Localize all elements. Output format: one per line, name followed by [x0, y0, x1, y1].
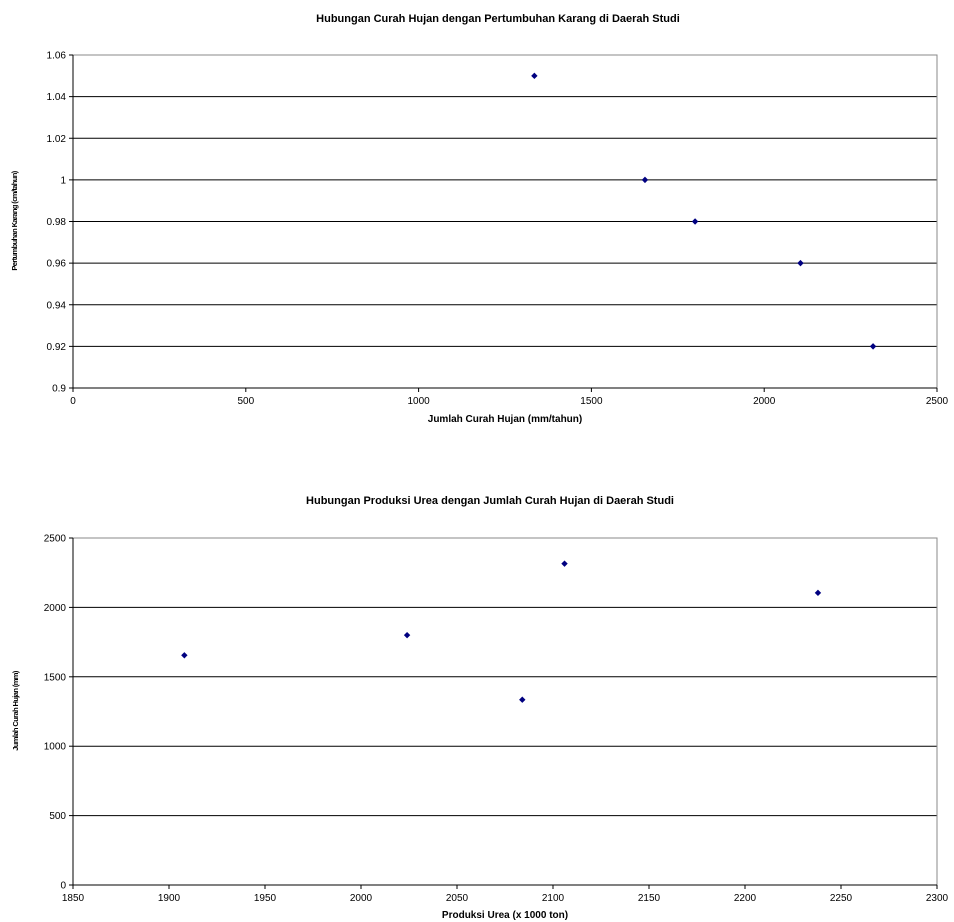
y-tick-label: 0.94 [47, 300, 67, 311]
x-tick-label: 2000 [753, 396, 776, 407]
data-point [869, 343, 877, 350]
x-tick-label: 2200 [734, 893, 757, 904]
x-tick-labels: 1850 1900 1950 2000 2050 2100 2150 2200 2250 2300 [62, 893, 949, 904]
data-point [814, 589, 822, 597]
chart-2-svg: Hubungan Produksi Urea dengan Jumlah Cur… [11, 495, 949, 921]
x-tick-label: 500 [237, 396, 254, 407]
x-tick-labels: 0 500 1000 1500 2000 2500 [70, 396, 948, 407]
y-tick-labels: 0.9 0.92 0.94 0.96 0.98 1 1.02 1.04 1.06 [47, 51, 67, 395]
x-tick-label: 2250 [830, 893, 853, 904]
x-tick-label: 2100 [542, 893, 565, 904]
x-tick-label: 2150 [638, 893, 661, 904]
chart-title: Hubungan Produksi Urea dengan Jumlah Cur… [306, 495, 674, 507]
y-tick-label: 500 [49, 811, 66, 822]
y-tick-label: 2500 [44, 534, 67, 545]
data-point [181, 652, 188, 659]
x-tick-label: 1000 [407, 396, 430, 407]
y-axis-label: Jumlah Curah Hujan (mm) [11, 670, 20, 751]
x-tick-label: 0 [70, 396, 76, 407]
y-tick-label: 2000 [44, 603, 67, 614]
x-tick-label: 1950 [254, 893, 277, 904]
data-points [531, 72, 877, 350]
chart-1-svg: Hubungan Curah Hujan dengan Pertumbuhan … [10, 13, 949, 425]
y-tick-label: 1 [60, 175, 66, 186]
x-tick-label: 1500 [580, 396, 603, 407]
grid-lines [73, 537, 937, 817]
x-tick-label: 2500 [926, 396, 949, 407]
data-points [181, 560, 822, 703]
grid-lines [73, 54, 937, 347]
y-tick-label: 0.96 [47, 259, 67, 270]
y-tick-label: 0.92 [47, 342, 67, 353]
plot-frame [72, 537, 938, 886]
data-point [797, 259, 804, 267]
data-point [691, 218, 699, 225]
x-axis-label: Jumlah Curah Hujan (mm/tahun) [428, 414, 582, 425]
chart-urea-rainfall: Hubungan Produksi Urea dengan Jumlah Cur… [0, 478, 954, 922]
y-tick-label: 1.04 [47, 92, 67, 103]
y-tick-label: 0 [60, 881, 66, 892]
y-tick-label: 0.98 [47, 217, 67, 228]
chart-title: Hubungan Curah Hujan dengan Pertumbuhan … [316, 13, 680, 25]
y-tick-label: 1500 [44, 672, 67, 683]
axes [69, 537, 938, 889]
y-tick-labels: 0 500 1000 1500 2000 2500 [44, 534, 67, 892]
y-tick-label: 0.9 [52, 384, 66, 395]
data-point [641, 176, 649, 184]
x-tick-label: 1850 [62, 893, 85, 904]
x-tick-label: 2300 [926, 893, 949, 904]
x-tick-label: 2050 [446, 893, 469, 904]
y-tick-label: 1000 [44, 742, 67, 753]
data-point [519, 696, 526, 703]
data-point [561, 560, 568, 567]
y-tick-label: 1.06 [47, 51, 67, 62]
x-tick-label: 1900 [158, 893, 181, 904]
axes [69, 54, 938, 392]
chart-rainfall-coral: Hubungan Curah Hujan dengan Pertumbuhan … [0, 0, 954, 450]
data-point [531, 72, 538, 80]
x-tick-label: 2000 [350, 893, 373, 904]
x-axis-label: Produksi Urea (x 1000 ton) [442, 910, 568, 921]
y-tick-label: 1.02 [47, 134, 67, 145]
y-axis-label: Pertumbuhan Karang (cm/tahun) [10, 170, 19, 270]
data-point [403, 631, 411, 639]
